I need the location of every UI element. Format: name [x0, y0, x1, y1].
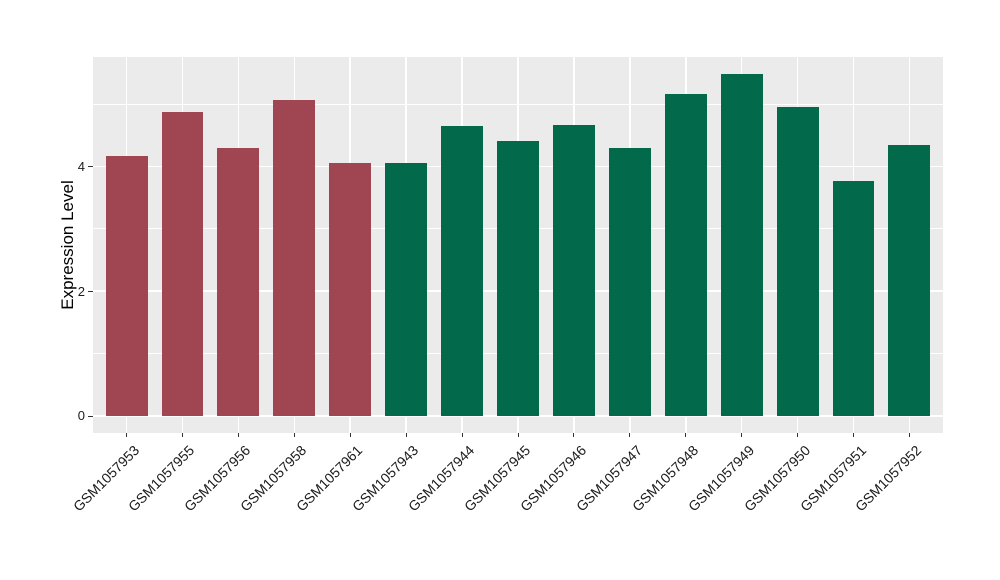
bar-GSM1057950: [776, 107, 819, 416]
x-tick-mark: [181, 433, 183, 437]
x-tick-mark: [741, 433, 743, 437]
bar-GSM1057947: [608, 147, 651, 416]
bar-GSM1057952: [888, 145, 931, 416]
x-tick-mark: [461, 433, 463, 437]
bar-GSM1057956: [217, 147, 260, 416]
bar-GSM1057958: [273, 99, 316, 416]
bar-GSM1057949: [720, 74, 763, 416]
y-tick-label: 2: [77, 283, 85, 299]
bar-GSM1057946: [552, 124, 595, 416]
bar-GSM1057953: [105, 156, 148, 416]
y-tick-label: 4: [77, 158, 85, 174]
bar-GSM1057945: [497, 140, 539, 416]
x-tick-mark: [797, 433, 799, 437]
x-tick-mark: [517, 433, 519, 437]
bar-GSM1057951: [832, 181, 875, 416]
x-tick-mark: [126, 433, 128, 437]
x-tick-mark: [573, 433, 575, 437]
y-tick-label: 0: [77, 408, 85, 424]
y-tick-mark: [88, 166, 93, 168]
x-tick-mark: [293, 433, 295, 437]
y-tick-mark: [88, 415, 93, 417]
x-tick-mark: [629, 433, 631, 437]
y-tick-mark: [88, 291, 93, 293]
bar-GSM1057944: [441, 125, 484, 416]
x-tick-mark: [685, 433, 687, 437]
plot-panel: [93, 57, 943, 433]
major-gridline: [93, 415, 943, 417]
x-tick-mark: [349, 433, 351, 437]
x-tick-mark: [405, 433, 407, 437]
x-tick-mark: [908, 433, 910, 437]
minor-gridline: [93, 103, 943, 105]
bar-GSM1057961: [329, 162, 372, 416]
bar-GSM1057943: [385, 162, 428, 416]
x-tick-mark: [853, 433, 855, 437]
bar-GSM1057948: [664, 94, 707, 416]
bar-GSM1057955: [161, 111, 204, 416]
x-tick-mark: [237, 433, 239, 437]
